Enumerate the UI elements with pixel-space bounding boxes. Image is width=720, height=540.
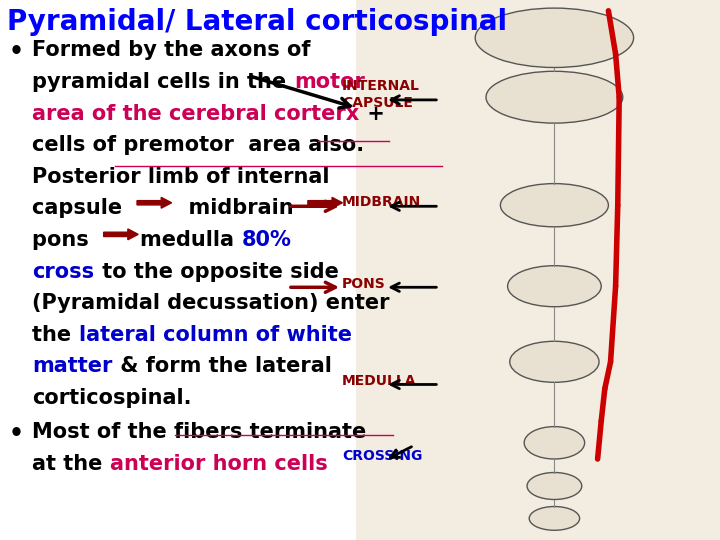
Text: CROSSING: CROSSING [342,449,423,463]
Text: matter: matter [32,356,113,376]
Text: area of the cerebral corterx: area of the cerebral corterx [32,104,360,124]
Ellipse shape [527,472,582,500]
Text: midbrain: midbrain [174,198,308,219]
FancyArrow shape [104,229,138,240]
Text: Pyramidal/ Lateral corticospinal: Pyramidal/ Lateral corticospinal [7,8,508,36]
Text: •: • [9,422,24,446]
Text: lateral column of white: lateral column of white [78,325,352,345]
Text: Posterior limb of internal: Posterior limb of internal [32,167,330,187]
Text: Most of the fibers terminate: Most of the fibers terminate [32,422,366,442]
Text: INTERNAL
CAPSULE: INTERNAL CAPSULE [342,79,420,110]
Text: •: • [9,40,24,64]
Text: (Pyramidal decussation) enter: (Pyramidal decussation) enter [32,293,390,313]
Text: to the opposite side: to the opposite side [94,261,338,282]
Ellipse shape [510,341,599,382]
Ellipse shape [500,184,608,227]
Text: medulla: medulla [140,230,242,250]
Ellipse shape [524,427,585,459]
Ellipse shape [529,507,580,530]
Text: corticospinal.: corticospinal. [32,388,192,408]
Text: pons: pons [32,230,104,250]
Text: +: + [360,104,384,124]
Text: anterior horn cells: anterior horn cells [110,454,328,474]
FancyArrow shape [308,197,343,208]
Text: 80%: 80% [242,230,292,250]
Text: cells of premotor  area also.: cells of premotor area also. [32,135,364,156]
Ellipse shape [475,8,634,68]
Text: pyramidal cells in the: pyramidal cells in the [32,72,294,92]
Text: capsule: capsule [32,198,137,219]
Text: PONS: PONS [342,276,386,291]
Text: Formed by the axons of: Formed by the axons of [32,40,311,60]
Text: at the: at the [32,454,110,474]
Text: motor: motor [294,72,364,92]
Text: MEDULLA: MEDULLA [342,374,416,388]
Ellipse shape [508,266,601,307]
Text: the: the [32,325,78,345]
Text: cross: cross [32,261,94,282]
Bar [356,0,720,540]
Ellipse shape [486,71,623,123]
Text: MIDBRAIN: MIDBRAIN [342,195,421,210]
FancyArrow shape [137,197,171,208]
Text: & form the lateral: & form the lateral [113,356,332,376]
